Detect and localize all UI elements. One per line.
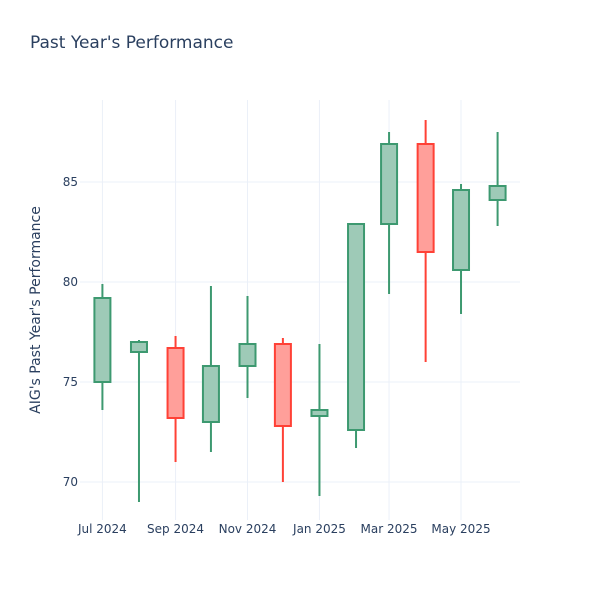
candle-increasing bbox=[93, 284, 112, 410]
candle-body bbox=[488, 185, 507, 201]
candle-increasing bbox=[380, 132, 399, 294]
candle-increasing bbox=[310, 344, 329, 496]
candle-body bbox=[273, 343, 292, 427]
chart-title: Past Year's Performance bbox=[30, 33, 234, 53]
candle-decreasing bbox=[166, 336, 185, 462]
candle-body bbox=[347, 223, 366, 431]
candle-increasing bbox=[201, 286, 220, 452]
grid-layer bbox=[80, 100, 520, 520]
x-tick-label: Sep 2024 bbox=[147, 522, 204, 536]
candle-body bbox=[380, 143, 399, 225]
candle-body bbox=[416, 143, 435, 253]
x-tick-label: May 2025 bbox=[431, 522, 490, 536]
x-tick-label: Mar 2025 bbox=[361, 522, 418, 536]
candle-decreasing bbox=[416, 120, 435, 362]
candle-increasing bbox=[452, 184, 471, 314]
candle-increasing bbox=[347, 223, 366, 448]
x-tick-label: Jul 2024 bbox=[77, 522, 127, 536]
y-tick-label: 75 bbox=[63, 375, 78, 389]
candle-increasing bbox=[129, 340, 148, 502]
candle-body bbox=[201, 365, 220, 423]
x-tick-label: Jan 2025 bbox=[292, 522, 346, 536]
x-tick-label: Nov 2024 bbox=[219, 522, 277, 536]
candle-body bbox=[452, 189, 471, 271]
candle-increasing bbox=[488, 132, 507, 226]
candle-body bbox=[129, 341, 148, 353]
candle-decreasing bbox=[273, 338, 292, 482]
candle-body bbox=[310, 409, 329, 417]
candle-body bbox=[93, 297, 112, 383]
y-axis-title: AIG's Past Year's Performance bbox=[28, 206, 44, 414]
candle-layer bbox=[93, 120, 507, 502]
axis-layer: Jul 2024 Sep 2024 Nov 2024 Jan 2025 Mar 2025… bbox=[63, 175, 491, 536]
y-tick-label: 80 bbox=[63, 275, 78, 289]
candle-body bbox=[166, 347, 185, 419]
candle-increasing bbox=[238, 296, 257, 398]
candle-body bbox=[238, 343, 257, 367]
y-tick-label: 70 bbox=[63, 475, 78, 489]
y-tick-label: 85 bbox=[63, 175, 78, 189]
